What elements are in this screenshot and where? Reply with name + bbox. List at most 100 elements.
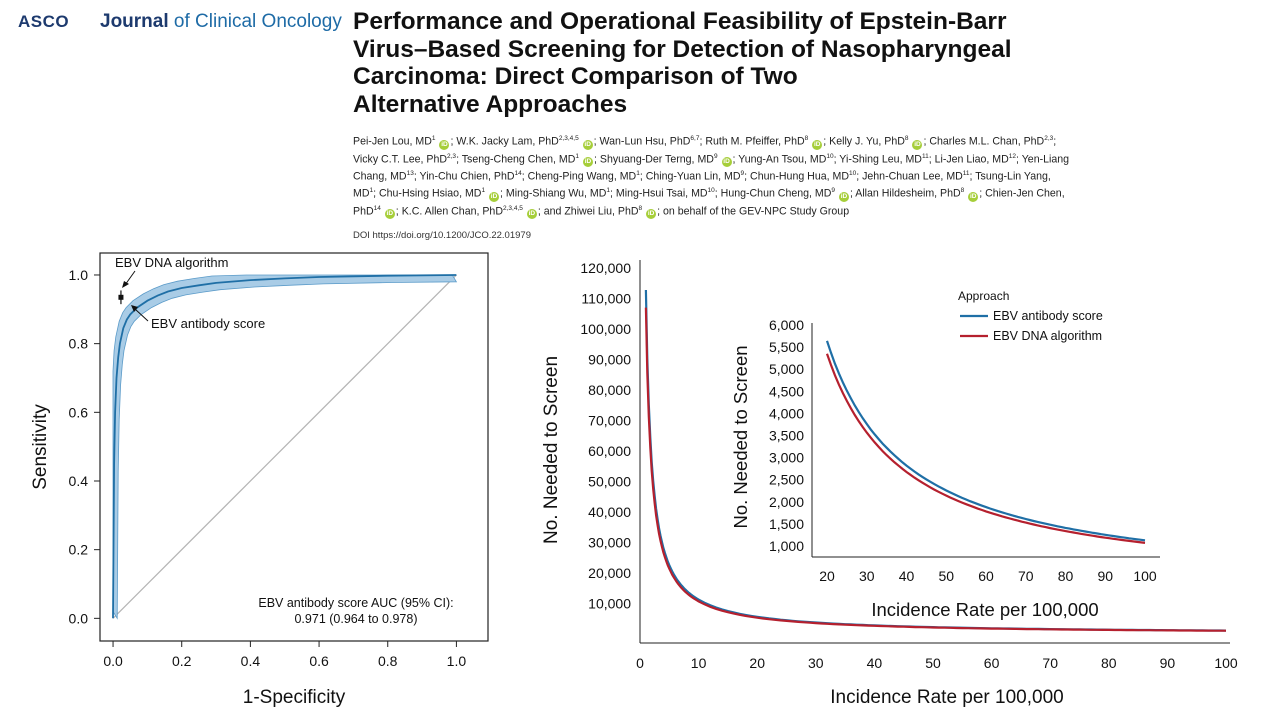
inset-x-tick-label: 50 [938, 568, 954, 584]
roc-confidence-band [112, 274, 458, 620]
author-affiliation: 2,3 [447, 152, 457, 160]
orcid-icon[interactable]: iD [968, 191, 979, 202]
author-name: Yi-Shing Leu, MD [839, 153, 922, 166]
orcid-icon[interactable]: iD [439, 139, 450, 150]
title-line: Performance and Operational Feasibility … [353, 8, 1007, 35]
nns-y-tick-label: 80,000 [588, 382, 631, 398]
nns-y-tick-label: 90,000 [588, 352, 631, 368]
author-name: Chun-Hung Hua, MD [750, 170, 849, 183]
author-name: Yung-An Tsou, MD [738, 153, 827, 166]
author-affiliation: 9 [831, 187, 835, 195]
author-affiliation: 1 [431, 135, 436, 142]
author-name: Yen-Liang Chang, MD [353, 153, 1070, 183]
author-affiliation: 10 [848, 170, 857, 178]
nns-x-tick-label: 0 [636, 655, 644, 671]
roc-plot-frame [99, 252, 489, 642]
author-list: Pei-Jen Lou, MD1 iD; W.K. Jacky Lam, PhD… [353, 135, 1070, 220]
orcid-icon[interactable]: iD [384, 209, 395, 220]
nns-y-tick-label: 120,000 [580, 260, 631, 276]
inset-y-tick-label: 1,500 [769, 516, 804, 532]
orcid-icon[interactable]: iD [812, 139, 823, 150]
author-affiliation: 1 [636, 170, 640, 178]
journal-name: Journal of Clinical Oncology [100, 11, 342, 32]
roc-x-tick-label: 0.6 [309, 653, 329, 669]
nns-x-tick-label: 50 [925, 655, 941, 671]
roc-x-tick-label: 0.2 [172, 653, 192, 669]
author-affiliation: 14 [514, 170, 522, 178]
roc-reference-line [112, 274, 457, 619]
orcid-icon[interactable]: iD [838, 191, 849, 202]
nns-y-tick-label: 20,000 [588, 565, 631, 581]
nns-y-tick-label: 30,000 [588, 535, 631, 551]
inset-x-tick-label: 40 [899, 568, 915, 584]
inset-x-tick-label: 20 [819, 568, 835, 584]
author-affiliation: 8 [638, 204, 643, 212]
inset-y-tick-label: 2,000 [769, 494, 804, 510]
nns-x-tick-label: 90 [1160, 655, 1176, 671]
roc-y-tick-label: 0.2 [69, 542, 89, 558]
publisher-logo: ASCO [18, 12, 70, 31]
author-name: Chu-Hsing Hsiao, MD [379, 187, 482, 200]
author-name: Yin-Chu Chien, PhD [419, 170, 515, 183]
orcid-icon[interactable]: iD [582, 139, 593, 150]
orcid-icon[interactable]: iD [526, 209, 537, 220]
nns-y-tick-label: 50,000 [588, 474, 631, 490]
orcid-icon[interactable]: iD [489, 191, 500, 202]
orcid-icon[interactable]: iD [721, 157, 732, 168]
inset-y-tick-label: 5,500 [769, 339, 804, 355]
annotation-ebv-dna: EBV DNA algorithm [115, 255, 228, 270]
annotation-ebv-antibody: EBV antibody score [151, 316, 265, 331]
nns-chart: 0 10 20 30 40 50 60 70 80 90 100 10,000 20,000 30,000… [541, 260, 1238, 708]
auc-value: 0.971 (0.964 to 0.978) [294, 612, 417, 626]
author-affiliation: 1 [575, 152, 580, 160]
author-affiliation: 13 [406, 170, 414, 178]
inset-series-line [825, 353, 1146, 544]
author-name: Ming-Hsui Tsai, MD [615, 187, 708, 200]
author-name: Li-Jen Liao, MD [934, 153, 1009, 166]
roc-y-tick-label: 1.0 [69, 267, 89, 283]
nns-x-tick-label: 80 [1101, 655, 1117, 671]
inset-y-tick-label: 6,000 [769, 317, 804, 333]
author-affiliation: 6,7 [690, 135, 700, 142]
doi-link[interactable]: DOI https://doi.org/10.1200/JCO.22.01979 [353, 230, 531, 241]
nns-y-tick-label: 100,000 [580, 321, 631, 337]
arrow-head-ebv-antibody [131, 305, 138, 312]
author-name: Allan Hildesheim, PhD [855, 187, 961, 200]
author-name: Tsung-Lin Yang, MD [353, 170, 1051, 200]
article-title: Performance and Operational Feasibility … [353, 8, 1073, 118]
author-name: Jehn-Chuan Lee, MD [862, 170, 963, 183]
author-name: W.K. Jacky Lam, PhD [456, 135, 559, 148]
author-affiliation: 9 [713, 152, 718, 160]
nns-x-tick-label: 40 [867, 655, 883, 671]
author-name: Chien-Jen Chen, PhD [353, 187, 1065, 218]
inset-x-tick-label: 60 [978, 568, 994, 584]
roc-y-axis-label: Sensitivity [30, 404, 51, 490]
orcid-icon[interactable]: iD [912, 139, 923, 150]
author-affiliation: 1 [606, 187, 611, 195]
roc-curve-ebv-antibody [112, 274, 457, 619]
arrow-ebv-antibody [134, 308, 149, 322]
roc-chart: 0.0 0.2 0.4 0.6 0.8 1.0 0.0 0.2 0.4 0.6 0.8 1.0 EBV… [30, 252, 489, 708]
title-line: Virus–Based Screening for Detection of N… [353, 35, 1012, 63]
inset-x-tick-label: 100 [1133, 568, 1157, 584]
author-name: Ming-Shiang Wu, MD [505, 187, 607, 200]
inset-x-tick-label: 90 [1097, 568, 1113, 584]
inset-series-line [825, 340, 1146, 542]
title-line: Alternative Approaches [353, 90, 628, 118]
roc-y-tick-label: 0.0 [69, 610, 89, 626]
orcid-icon[interactable]: iD [583, 157, 593, 168]
author-affiliation: 12 [1008, 152, 1016, 160]
author-affiliation: 8 [960, 187, 965, 195]
orcid-icon[interactable]: iD [646, 209, 657, 220]
author-name: Tseng-Cheng Chen, MD [461, 153, 576, 166]
inset-x-axis-label: Incidence Rate per 100,000 [871, 599, 1098, 620]
arrow-head-ebv-dna [122, 281, 129, 288]
inset-y-tick-label: 4,500 [769, 383, 804, 399]
author-name: Charles M.L. Chan, PhD [929, 135, 1045, 148]
author-affiliation: 14 [373, 204, 381, 212]
author-name: Ching-Yuan Lin, MD [645, 170, 741, 183]
inset-x-tick-label: 70 [1018, 568, 1034, 584]
nns-x-axis-label: Incidence Rate per 100,000 [830, 687, 1063, 708]
author-name: Shyuang-Der Terng, MD [599, 153, 714, 166]
roc-x-axis-label: 1-Specificity [243, 687, 346, 708]
